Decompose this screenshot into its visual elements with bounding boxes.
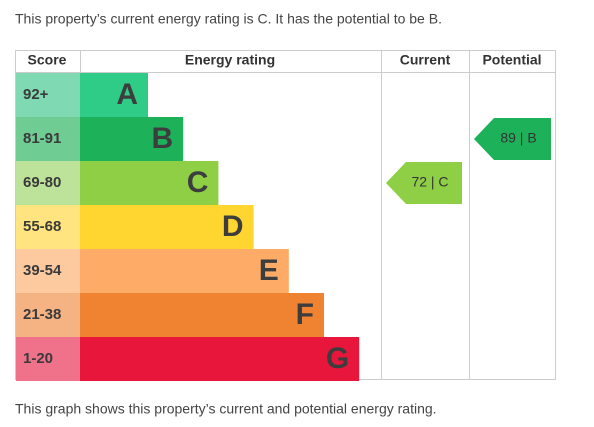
- score-label: 39-54: [23, 262, 62, 279]
- rating-bar: [80, 117, 184, 161]
- rating-letter: D: [222, 210, 244, 243]
- score-label: 92+: [23, 86, 49, 103]
- current-label: 72 | C: [411, 174, 448, 190]
- intro-text: This property’s current energy rating is…: [15, 11, 442, 27]
- score-label: 55-68: [23, 218, 61, 235]
- score-label: 81-91: [23, 130, 61, 147]
- header-current: Current: [400, 52, 451, 68]
- rating-letter: E: [259, 254, 279, 287]
- rating-letter: C: [187, 166, 209, 199]
- rating-bar: [80, 73, 148, 117]
- rating-letter: A: [116, 78, 138, 111]
- score-cell: [16, 249, 80, 293]
- score-cell: [16, 161, 80, 205]
- header-rating: Energy rating: [185, 52, 275, 68]
- potential-label: 89 | B: [500, 130, 536, 146]
- score-cell: [16, 73, 80, 117]
- rating-letter: F: [296, 298, 314, 331]
- rating-bar: [80, 249, 289, 293]
- rating-bar: [80, 293, 324, 337]
- rating-bar: [80, 337, 360, 381]
- rating-letter: B: [152, 122, 174, 155]
- score-cell: [16, 117, 80, 161]
- header-score: Score: [28, 52, 67, 68]
- score-label: 69-80: [23, 174, 61, 191]
- current-arrow: [386, 162, 462, 204]
- rating-bar: [80, 161, 219, 205]
- score-cell: [16, 205, 80, 249]
- header-potential: Potential: [482, 52, 541, 68]
- score-label: 1-20: [23, 350, 53, 367]
- score-cell: [16, 337, 80, 381]
- score-label: 21-38: [23, 306, 61, 323]
- footer-text: This graph shows this property’s current…: [15, 401, 437, 417]
- score-cell: [16, 293, 80, 337]
- rating-bar: [80, 205, 254, 249]
- rating-letter: G: [326, 342, 349, 375]
- potential-arrow: [474, 118, 551, 160]
